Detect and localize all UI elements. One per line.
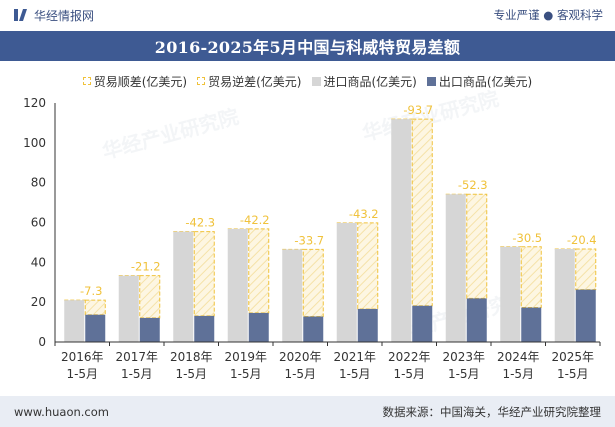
- x-tick-label: 1-5月: [66, 367, 98, 381]
- x-tick-label: 1-5月: [230, 367, 262, 381]
- x-tick-label: 1-5月: [502, 367, 534, 381]
- y-tick-label: 60: [31, 216, 46, 230]
- top-bar: 华经情报网 专业严谨 ● 客观科学: [0, 0, 615, 30]
- import-bar: [282, 249, 303, 342]
- x-tick-label: 1-5月: [448, 367, 480, 381]
- deficit-data-label: -7.3: [80, 284, 102, 298]
- export-bar: [303, 316, 324, 342]
- export-bar: [139, 317, 160, 342]
- deficit-data-label: -93.7: [403, 103, 433, 117]
- y-tick-label: 40: [31, 255, 46, 269]
- x-tick-label: 1-5月: [175, 367, 207, 381]
- footer-website: www.huaon.com: [14, 404, 109, 419]
- export-bar: [357, 308, 378, 342]
- export-bar: [85, 314, 106, 342]
- import-bar: [391, 119, 412, 342]
- y-tick-label: 120: [23, 96, 46, 110]
- chart-title: 2016-2025年5月中国与科威特贸易差额: [154, 38, 461, 57]
- x-tick-label: 2022年: [388, 350, 431, 364]
- deficit-bar: [520, 246, 542, 309]
- legend-swatch-deficit: [197, 77, 206, 85]
- x-tick-label: 1-5月: [121, 367, 153, 381]
- legend-item-deficit: 贸易逆差(亿美元): [197, 73, 302, 90]
- deficit-data-label: -42.2: [240, 213, 270, 227]
- y-tick-label: 0: [38, 335, 46, 349]
- slogan: 专业严谨 ● 客观科学: [493, 8, 603, 22]
- import-bar: [500, 246, 521, 342]
- x-tick-label: 2018年: [170, 350, 213, 364]
- x-tick-label: 2021年: [333, 350, 376, 364]
- x-tick-label: 2017年: [115, 350, 158, 364]
- legend-item-surplus: 贸易顺差(亿美元): [82, 73, 188, 90]
- footer: www.huaon.com 数据来源：中国海关，华经产业研究院整理: [0, 396, 615, 427]
- deficit-bar: [466, 193, 488, 299]
- x-tick-label: 2024年: [497, 350, 540, 364]
- legend-swatch-import: [311, 76, 321, 86]
- deficit-bar: [248, 228, 270, 314]
- export-bar: [248, 312, 269, 342]
- legend-swatch-export: [426, 76, 436, 86]
- deficit-data-label: -30.5: [512, 231, 542, 245]
- x-tick-label: 2016年: [61, 350, 104, 364]
- x-tick-label: 1-5月: [557, 367, 589, 381]
- x-tick-label: 1-5月: [284, 367, 316, 381]
- deficit-data-label: -43.2: [349, 207, 379, 221]
- deficit-data-label: -42.3: [185, 216, 215, 230]
- import-bar: [173, 231, 194, 342]
- legend-swatch-surplus: [82, 77, 91, 85]
- export-bar: [521, 307, 542, 342]
- x-tick-label: 2020年: [279, 350, 322, 364]
- import-bar: [336, 222, 357, 342]
- legend-item-import: 进口商品(亿美元): [311, 73, 417, 90]
- import-bar: [227, 228, 248, 342]
- export-bar: [575, 289, 596, 342]
- title-bar: 2016-2025年5月中国与科威特贸易差额: [0, 31, 615, 61]
- deficit-bar: [193, 231, 215, 317]
- deficit-data-label: -20.4: [567, 233, 597, 247]
- legend-label-surplus: 贸易顺差(亿美元): [93, 74, 188, 89]
- x-tick-label: 2023年: [442, 350, 485, 364]
- x-tick-label: 2025年: [551, 350, 594, 364]
- legend: 贸易顺差(亿美元) 贸易逆差(亿美元) 进口商品(亿美元) 出口商品(亿美元): [0, 71, 615, 91]
- huajing-logo-icon: [14, 9, 27, 21]
- legend-label-deficit: 贸易逆差(亿美元): [208, 74, 302, 89]
- x-tick-label: 2019年: [224, 350, 267, 364]
- y-tick-label: 20: [31, 295, 46, 309]
- export-bar: [466, 298, 487, 342]
- export-bar: [194, 315, 215, 342]
- deficit-bar: [575, 248, 597, 291]
- export-bar: [412, 305, 433, 342]
- deficit-data-label: -52.3: [458, 178, 488, 192]
- deficit-data-label: -33.7: [294, 233, 324, 247]
- brand: 华经情报网: [14, 7, 94, 24]
- import-bar: [118, 275, 139, 342]
- import-bar: [554, 248, 575, 342]
- footer-source: 数据来源：中国海关，华经产业研究院整理: [382, 404, 602, 419]
- import-bar: [445, 194, 466, 342]
- legend-item-export: 出口商品(亿美元): [426, 73, 533, 90]
- y-tick-label: 100: [23, 136, 46, 150]
- x-tick-label: 1-5月: [339, 367, 371, 381]
- import-bar: [64, 300, 85, 342]
- y-tick-label: 80: [31, 176, 46, 190]
- deficit-bar: [302, 248, 324, 318]
- legend-label-export: 出口商品(亿美元): [438, 74, 533, 89]
- deficit-bar: [357, 222, 379, 310]
- deficit-bar: [84, 299, 106, 316]
- deficit-bar: [139, 275, 161, 319]
- deficit-bar: [411, 118, 433, 307]
- x-tick-label: 1-5月: [393, 367, 425, 381]
- deficit-data-label: -21.2: [131, 260, 161, 274]
- legend-label-import: 进口商品(亿美元): [323, 74, 417, 89]
- brand-name: 华经情报网: [34, 8, 95, 23]
